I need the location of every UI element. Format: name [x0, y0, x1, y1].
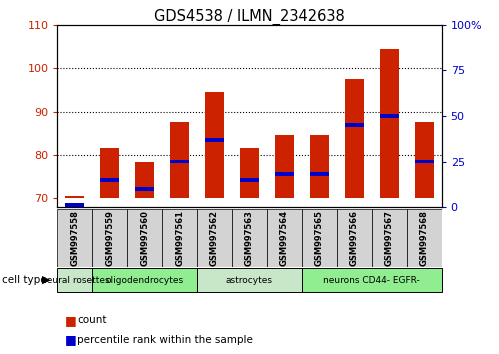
- Bar: [205, 92, 224, 198]
- Text: GSM997561: GSM997561: [175, 210, 184, 266]
- Text: GSM997559: GSM997559: [105, 210, 114, 266]
- Bar: [127, 209, 162, 267]
- Text: oligodendrocytes: oligodendrocytes: [106, 275, 184, 285]
- Bar: [205, 138, 224, 142]
- Bar: [267, 209, 302, 267]
- Bar: [100, 178, 119, 182]
- Text: neural rosettes: neural rosettes: [40, 275, 109, 285]
- Bar: [372, 209, 407, 267]
- Text: cell type: cell type: [2, 275, 47, 285]
- Text: neurons CD44- EGFR-: neurons CD44- EGFR-: [323, 275, 420, 285]
- Bar: [310, 136, 329, 198]
- Text: GSM997568: GSM997568: [420, 210, 429, 266]
- Bar: [275, 136, 294, 198]
- Text: astrocytes: astrocytes: [226, 275, 273, 285]
- Bar: [57, 268, 92, 292]
- Bar: [415, 160, 434, 164]
- Bar: [310, 172, 329, 176]
- Bar: [57, 209, 92, 267]
- Text: ▶: ▶: [42, 275, 51, 285]
- Bar: [380, 114, 399, 118]
- Bar: [197, 209, 232, 267]
- Text: GSM997566: GSM997566: [350, 210, 359, 266]
- Text: percentile rank within the sample: percentile rank within the sample: [77, 335, 253, 345]
- Text: GSM997567: GSM997567: [385, 210, 394, 266]
- Text: GSM997565: GSM997565: [315, 210, 324, 266]
- Bar: [380, 48, 399, 198]
- Bar: [65, 196, 84, 198]
- Bar: [232, 209, 267, 267]
- Text: GSM997558: GSM997558: [70, 210, 79, 266]
- Bar: [65, 203, 84, 207]
- Text: GSM997563: GSM997563: [245, 210, 254, 266]
- Bar: [162, 209, 197, 267]
- Bar: [415, 122, 434, 198]
- Bar: [135, 161, 154, 198]
- Bar: [337, 209, 372, 267]
- Bar: [92, 268, 197, 292]
- Bar: [345, 123, 364, 127]
- Bar: [100, 148, 119, 198]
- Bar: [302, 209, 337, 267]
- Text: count: count: [77, 315, 107, 325]
- Bar: [240, 178, 259, 182]
- Bar: [302, 268, 442, 292]
- Text: ■: ■: [65, 333, 77, 346]
- Bar: [407, 209, 442, 267]
- Bar: [170, 160, 189, 164]
- Text: ■: ■: [65, 314, 77, 327]
- Text: GDS4538 / ILMN_2342638: GDS4538 / ILMN_2342638: [154, 9, 345, 25]
- Text: GSM997564: GSM997564: [280, 210, 289, 266]
- Text: GSM997560: GSM997560: [140, 210, 149, 266]
- Bar: [197, 268, 302, 292]
- Bar: [275, 172, 294, 176]
- Bar: [170, 122, 189, 198]
- Bar: [240, 148, 259, 198]
- Text: GSM997562: GSM997562: [210, 210, 219, 266]
- Bar: [345, 79, 364, 198]
- Bar: [135, 187, 154, 191]
- Bar: [92, 209, 127, 267]
